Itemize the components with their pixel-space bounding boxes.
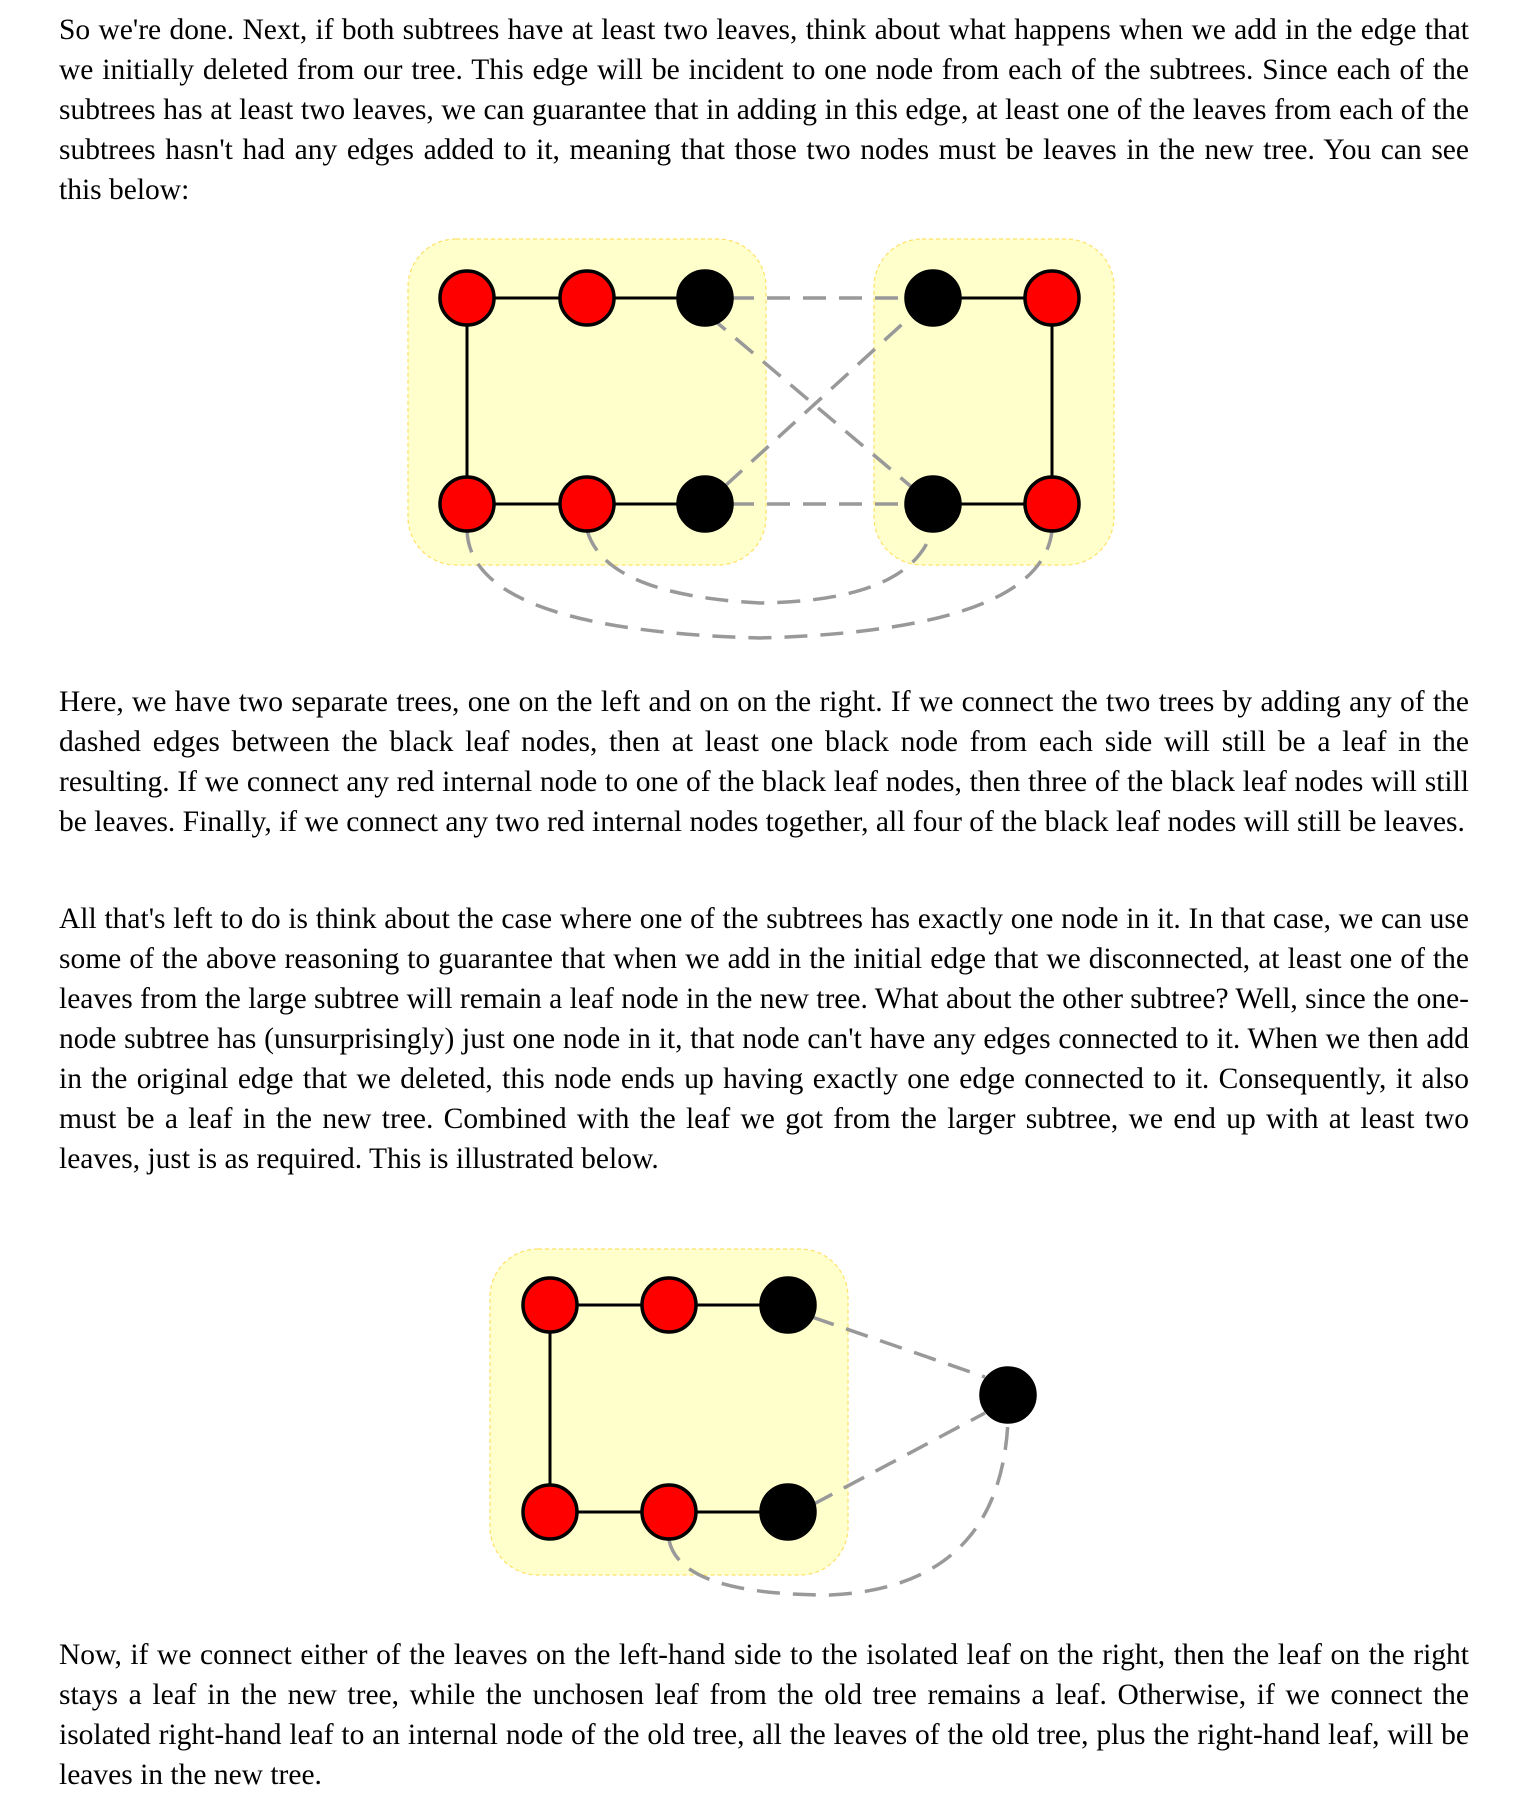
isolated-node-diagram xyxy=(489,1248,1037,1597)
paragraph-one-node-case: All that's left to do is think about the… xyxy=(59,903,1469,1175)
leaf-node xyxy=(904,269,962,327)
leaf-node xyxy=(759,1483,817,1541)
internal-node xyxy=(521,1483,579,1541)
internal-node xyxy=(640,1483,698,1541)
dashed-edge-top-leaf xyxy=(811,1315,986,1379)
dashed-edges xyxy=(465,296,1054,640)
dashed-edge-diagonal-up xyxy=(723,315,912,488)
left-subtree-region xyxy=(407,238,767,566)
leaf-node xyxy=(904,475,962,533)
leaf-node xyxy=(759,1276,817,1334)
internal-node xyxy=(438,269,496,327)
dashed-edge-diagonal-down xyxy=(706,313,916,491)
leaf-node xyxy=(676,475,734,533)
isolated-leaf-node xyxy=(979,1366,1037,1424)
subtree-region xyxy=(489,1248,849,1576)
figure-isolated-node xyxy=(0,1235,1523,1610)
internal-node xyxy=(1023,269,1081,327)
two-subtrees-diagram xyxy=(407,238,1115,640)
internal-node xyxy=(558,269,616,327)
internal-node xyxy=(558,475,616,533)
paragraph-intro: So we're done. Next, if both subtrees ha… xyxy=(59,14,1469,206)
leaf-node xyxy=(676,269,734,327)
internal-node xyxy=(438,475,496,533)
internal-node xyxy=(640,1276,698,1334)
dashed-edge-internal-arc xyxy=(667,1420,1010,1597)
paragraph-conclusion: Now, if we connect either of the leaves … xyxy=(59,1639,1469,1791)
paragraph-explanation: Here, we have two separate trees, one on… xyxy=(59,686,1469,838)
internal-node xyxy=(1023,475,1081,533)
figure-two-subtrees xyxy=(0,225,1523,665)
dashed-edge-bottom-leaf xyxy=(811,1411,986,1507)
dashed-edges xyxy=(667,1315,1010,1597)
dashed-edge-outer-arc xyxy=(465,529,1054,640)
internal-node xyxy=(521,1276,579,1334)
dashed-edge-inner-arc xyxy=(585,529,934,605)
